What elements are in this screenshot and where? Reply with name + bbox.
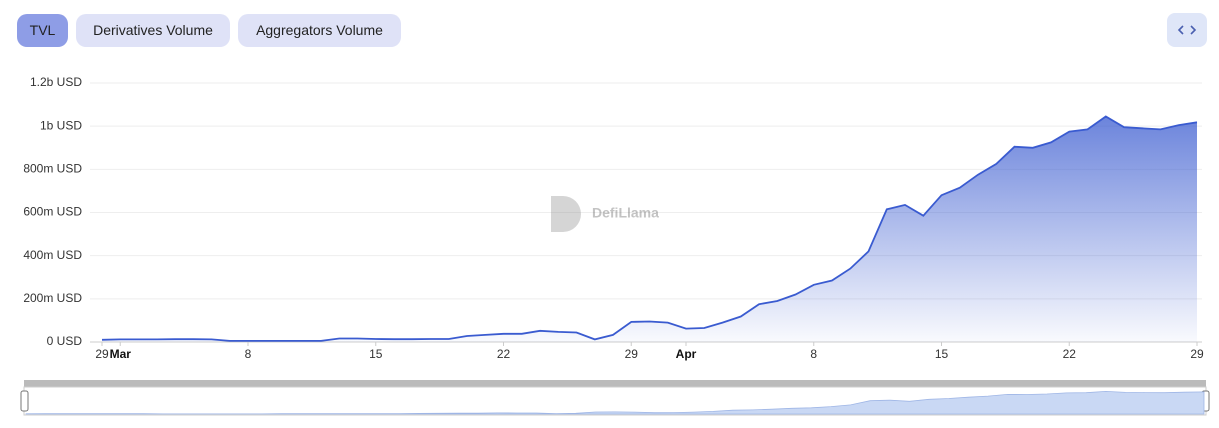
x-tick-label: 15 [369, 347, 383, 361]
x-tick-label: 29 [625, 347, 639, 361]
plot [90, 82, 1202, 346]
watermark: DefiLlama [551, 196, 659, 232]
y-tick-label: 0 USD [47, 334, 83, 348]
y-tick-label: 200m USD [23, 291, 82, 305]
x-tick-label: 29 [95, 347, 109, 361]
y-tick-label: 800m USD [23, 162, 82, 176]
logo [551, 196, 581, 232]
tab[interactable]: Aggregators Volume [238, 14, 401, 47]
embed-button[interactable] [1167, 13, 1207, 47]
x-tick-label: Apr [676, 347, 697, 361]
watermark-text: DefiLlama [592, 205, 659, 221]
x-tick-label: 8 [245, 347, 252, 361]
navigator-bar[interactable] [24, 380, 1206, 387]
x-tick-label: Mar [110, 347, 132, 361]
y-tick-label: 1.2b USD [30, 75, 82, 89]
y-tick-label: 600m USD [23, 205, 82, 219]
navigator-handle[interactable] [20, 390, 29, 412]
x-tick-label: 22 [497, 347, 511, 361]
x-tick-label: 29 [1190, 347, 1204, 361]
navigator-area [25, 390, 1205, 415]
x-tick-label: 15 [935, 347, 949, 361]
x-tick-label: 8 [810, 347, 817, 361]
code-icon [1177, 25, 1197, 35]
tab[interactable]: TVL [17, 14, 68, 47]
x-tick-label: 22 [1063, 347, 1077, 361]
line [101, 115, 1198, 342]
y-tick-label: 1b USD [40, 118, 82, 132]
y-tick-label: 400m USD [23, 248, 82, 262]
area-fill [102, 116, 1197, 342]
tab[interactable]: Derivatives Volume [76, 14, 230, 47]
